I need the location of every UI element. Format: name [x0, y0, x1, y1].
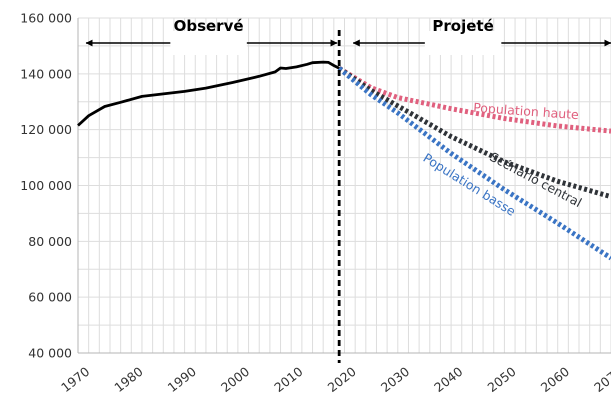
series-line-observed [77, 60, 340, 127]
series-line-population-haute [337, 66, 611, 134]
series-label: Population haute [473, 100, 580, 122]
x-tick-label: 2010 [271, 364, 305, 395]
y-tick-label: 100 000 [20, 178, 72, 193]
x-tick-label: 1980 [111, 364, 145, 395]
axis-labels: 40 000 60 000 80 000 100 000 120 000 140 000 1… [20, 11, 611, 396]
x-tick-label: 1970 [58, 364, 92, 395]
section-label-bg [424, 31, 502, 55]
x-tick-label: 2000 [218, 364, 252, 395]
x-tick-label: 2040 [431, 364, 465, 395]
y-tick-label: 60 000 [28, 290, 72, 305]
x-tick-label: 2030 [378, 364, 412, 395]
series-line-sc-nario-central [337, 66, 611, 200]
y-tick-label: 160 000 [20, 11, 72, 26]
series-layer [77, 60, 611, 261]
gridlines [77, 17, 611, 354]
x-tick-label: 2060 [538, 364, 572, 395]
section-label-bg [170, 31, 247, 55]
y-tick-label: 140 000 [20, 66, 72, 81]
series-line-population-basse [337, 66, 611, 261]
x-tick-label: 2070 [591, 364, 611, 395]
section-label: Projeté [432, 17, 493, 35]
section-label: Observé [174, 17, 244, 35]
y-tick-label: 40 000 [28, 346, 72, 361]
y-tick-label: 80 000 [28, 234, 72, 249]
x-tick-label: 2050 [484, 364, 518, 395]
x-tick-label: 2020 [325, 364, 359, 395]
y-tick-label: 120 000 [20, 122, 72, 137]
x-tick-label: 1990 [165, 364, 199, 395]
